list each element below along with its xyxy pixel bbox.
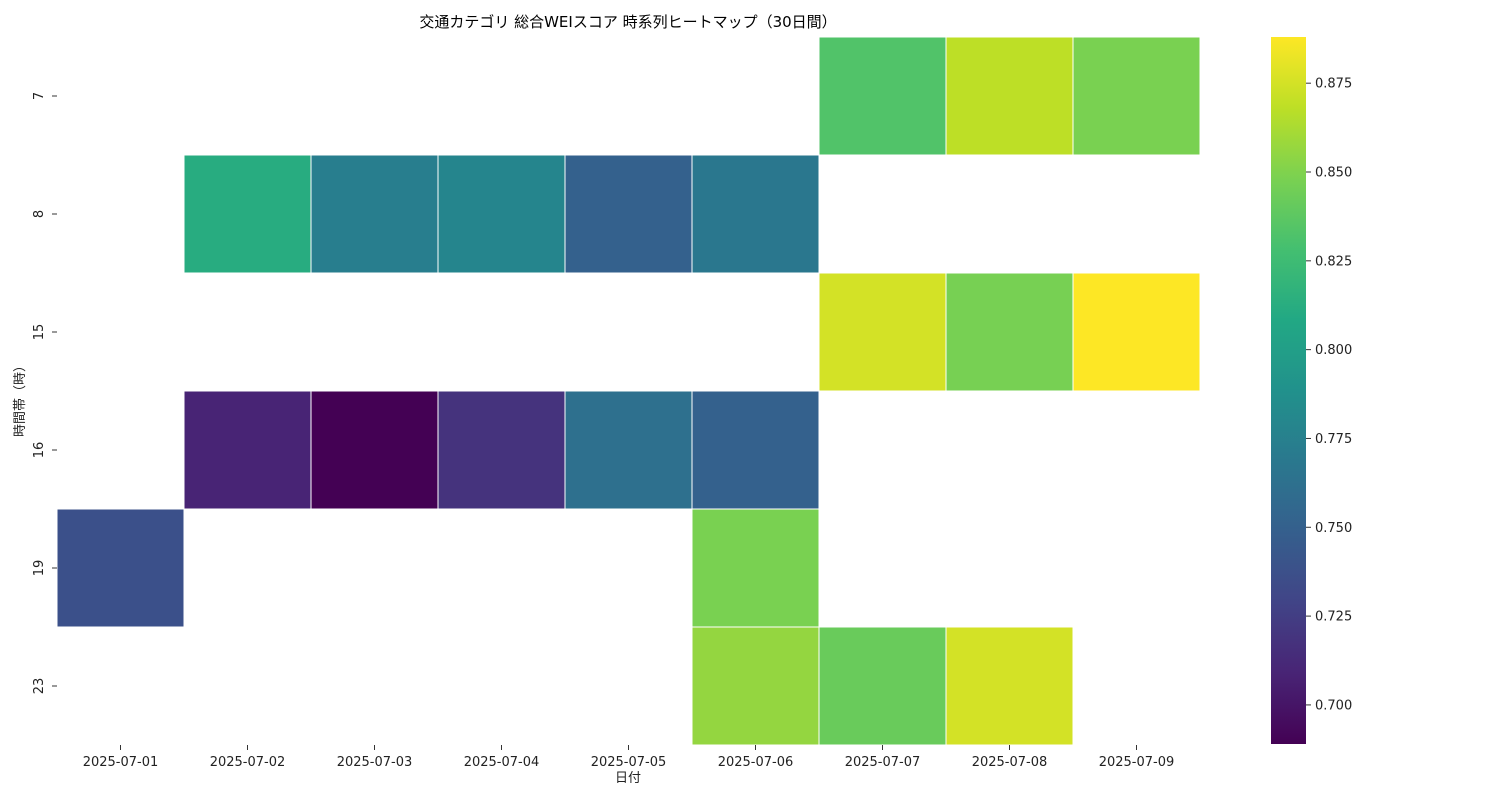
heatmap-cell <box>564 390 693 510</box>
y-axis-label: 時間帯（時） <box>13 359 28 437</box>
heatmap-cell <box>691 154 820 274</box>
y-axis: 7 8 15 16 19 23 <box>32 92 57 694</box>
heatmap-cell <box>1072 36 1201 156</box>
heatmap-cell <box>310 390 439 510</box>
x-axis: 2025-07-01 2025-07-02 2025-07-03 2025-07-04… <box>83 745 1175 770</box>
colorbar-tick-label: 0.750 <box>1315 521 1352 536</box>
heatmap-cell <box>56 508 185 628</box>
y-tick-label: 7 <box>32 92 47 100</box>
colorbar-tick-label: 0.850 <box>1315 166 1352 181</box>
x-tick-label: 2025-07-06 <box>718 755 794 770</box>
heatmap-cells <box>56 36 1201 746</box>
y-tick-label: 15 <box>32 324 47 341</box>
x-axis-label: 日付 <box>615 771 641 786</box>
x-tick-label: 2025-07-09 <box>1099 755 1175 770</box>
heatmap-cell <box>1072 272 1201 392</box>
colorbar-tick-label: 0.775 <box>1315 432 1352 447</box>
colorbar-gradient <box>1271 37 1306 744</box>
heatmap-cell <box>691 626 820 746</box>
heatmap-cell <box>437 154 566 274</box>
y-tick-label: 16 <box>32 442 47 459</box>
x-tick-label: 2025-07-03 <box>337 755 413 770</box>
chart-title: 交通カテゴリ 総合WEIスコア 時系列ヒートマップ（30日間） <box>419 13 836 31</box>
x-tick-label: 2025-07-04 <box>464 755 540 770</box>
heatmap-cell <box>564 154 693 274</box>
x-tick-label: 2025-07-05 <box>591 755 667 770</box>
colorbar: 0.700 0.725 0.750 0.775 0.800 0.825 0.850 0.875 <box>1271 37 1352 744</box>
x-tick-label: 2025-07-02 <box>210 755 286 770</box>
heatmap-cell <box>945 36 1074 156</box>
heatmap-cell <box>945 272 1074 392</box>
heatmap-cell <box>818 626 947 746</box>
x-tick-label: 2025-07-01 <box>83 755 159 770</box>
y-tick-label: 19 <box>32 560 47 577</box>
colorbar-tick-label: 0.800 <box>1315 343 1352 358</box>
heatmap-cell <box>310 154 439 274</box>
heatmap-cell <box>945 626 1074 746</box>
heatmap-cell <box>691 390 820 510</box>
colorbar-tick-label: 0.825 <box>1315 254 1352 269</box>
heatmap-cell <box>818 36 947 156</box>
heatmap-cell <box>691 508 820 628</box>
heatmap-cell <box>818 272 947 392</box>
y-tick-label: 8 <box>32 210 47 218</box>
y-tick-label: 23 <box>32 678 47 695</box>
heatmap-cell <box>183 390 312 510</box>
colorbar-tick-label: 0.700 <box>1315 698 1352 713</box>
colorbar-tick-label: 0.725 <box>1315 610 1352 625</box>
heatmap-cell <box>183 154 312 274</box>
colorbar-tick-label: 0.875 <box>1315 77 1352 92</box>
x-tick-label: 2025-07-07 <box>845 755 921 770</box>
x-tick-label: 2025-07-08 <box>972 755 1048 770</box>
heatmap-cell <box>437 390 566 510</box>
